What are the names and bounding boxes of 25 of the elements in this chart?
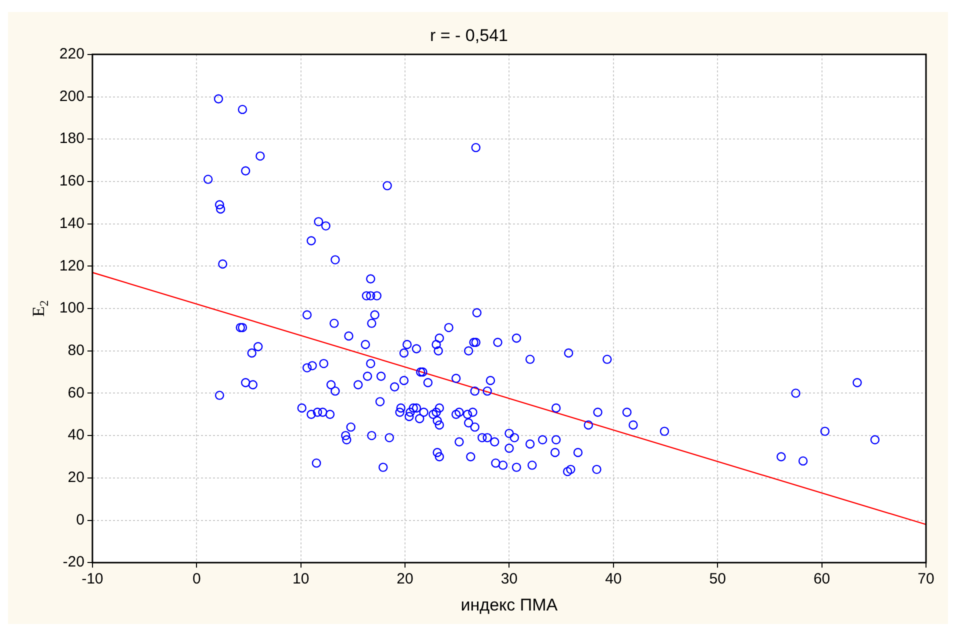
- y-tick-label: 0: [76, 511, 84, 528]
- y-tick-label: 80: [68, 342, 84, 359]
- x-tick-label: 40: [605, 570, 622, 588]
- y-tick-label: 20: [68, 469, 84, 486]
- x-tick-label: 10: [292, 570, 310, 588]
- x-tick-label: 30: [500, 570, 518, 588]
- y-tick-label: 60: [68, 384, 84, 402]
- y-tick-label: 40: [68, 426, 84, 444]
- x-tick-label: 70: [918, 570, 934, 588]
- x-tick-label: 20: [396, 570, 414, 588]
- y-tick-label: 100: [59, 300, 84, 317]
- x-axis-title: индекс ПМА: [460, 595, 558, 614]
- chart-title: r = - 0,541: [430, 26, 508, 45]
- y-tick-label: 220: [59, 46, 84, 63]
- x-tick-label: 0: [192, 570, 201, 588]
- x-tick-label: 50: [709, 570, 726, 588]
- y-tick-label: 140: [59, 214, 84, 232]
- y-axis-title: E2: [29, 300, 51, 317]
- x-tick-label: 60: [813, 570, 830, 588]
- y-tick-label: 200: [59, 88, 84, 105]
- y-tick-label: 160: [59, 172, 84, 190]
- y-tick-label: 180: [59, 130, 84, 148]
- y-tick-label: -20: [62, 554, 84, 571]
- y-tick-label: 120: [59, 257, 84, 274]
- x-tick-label: -10: [82, 570, 104, 588]
